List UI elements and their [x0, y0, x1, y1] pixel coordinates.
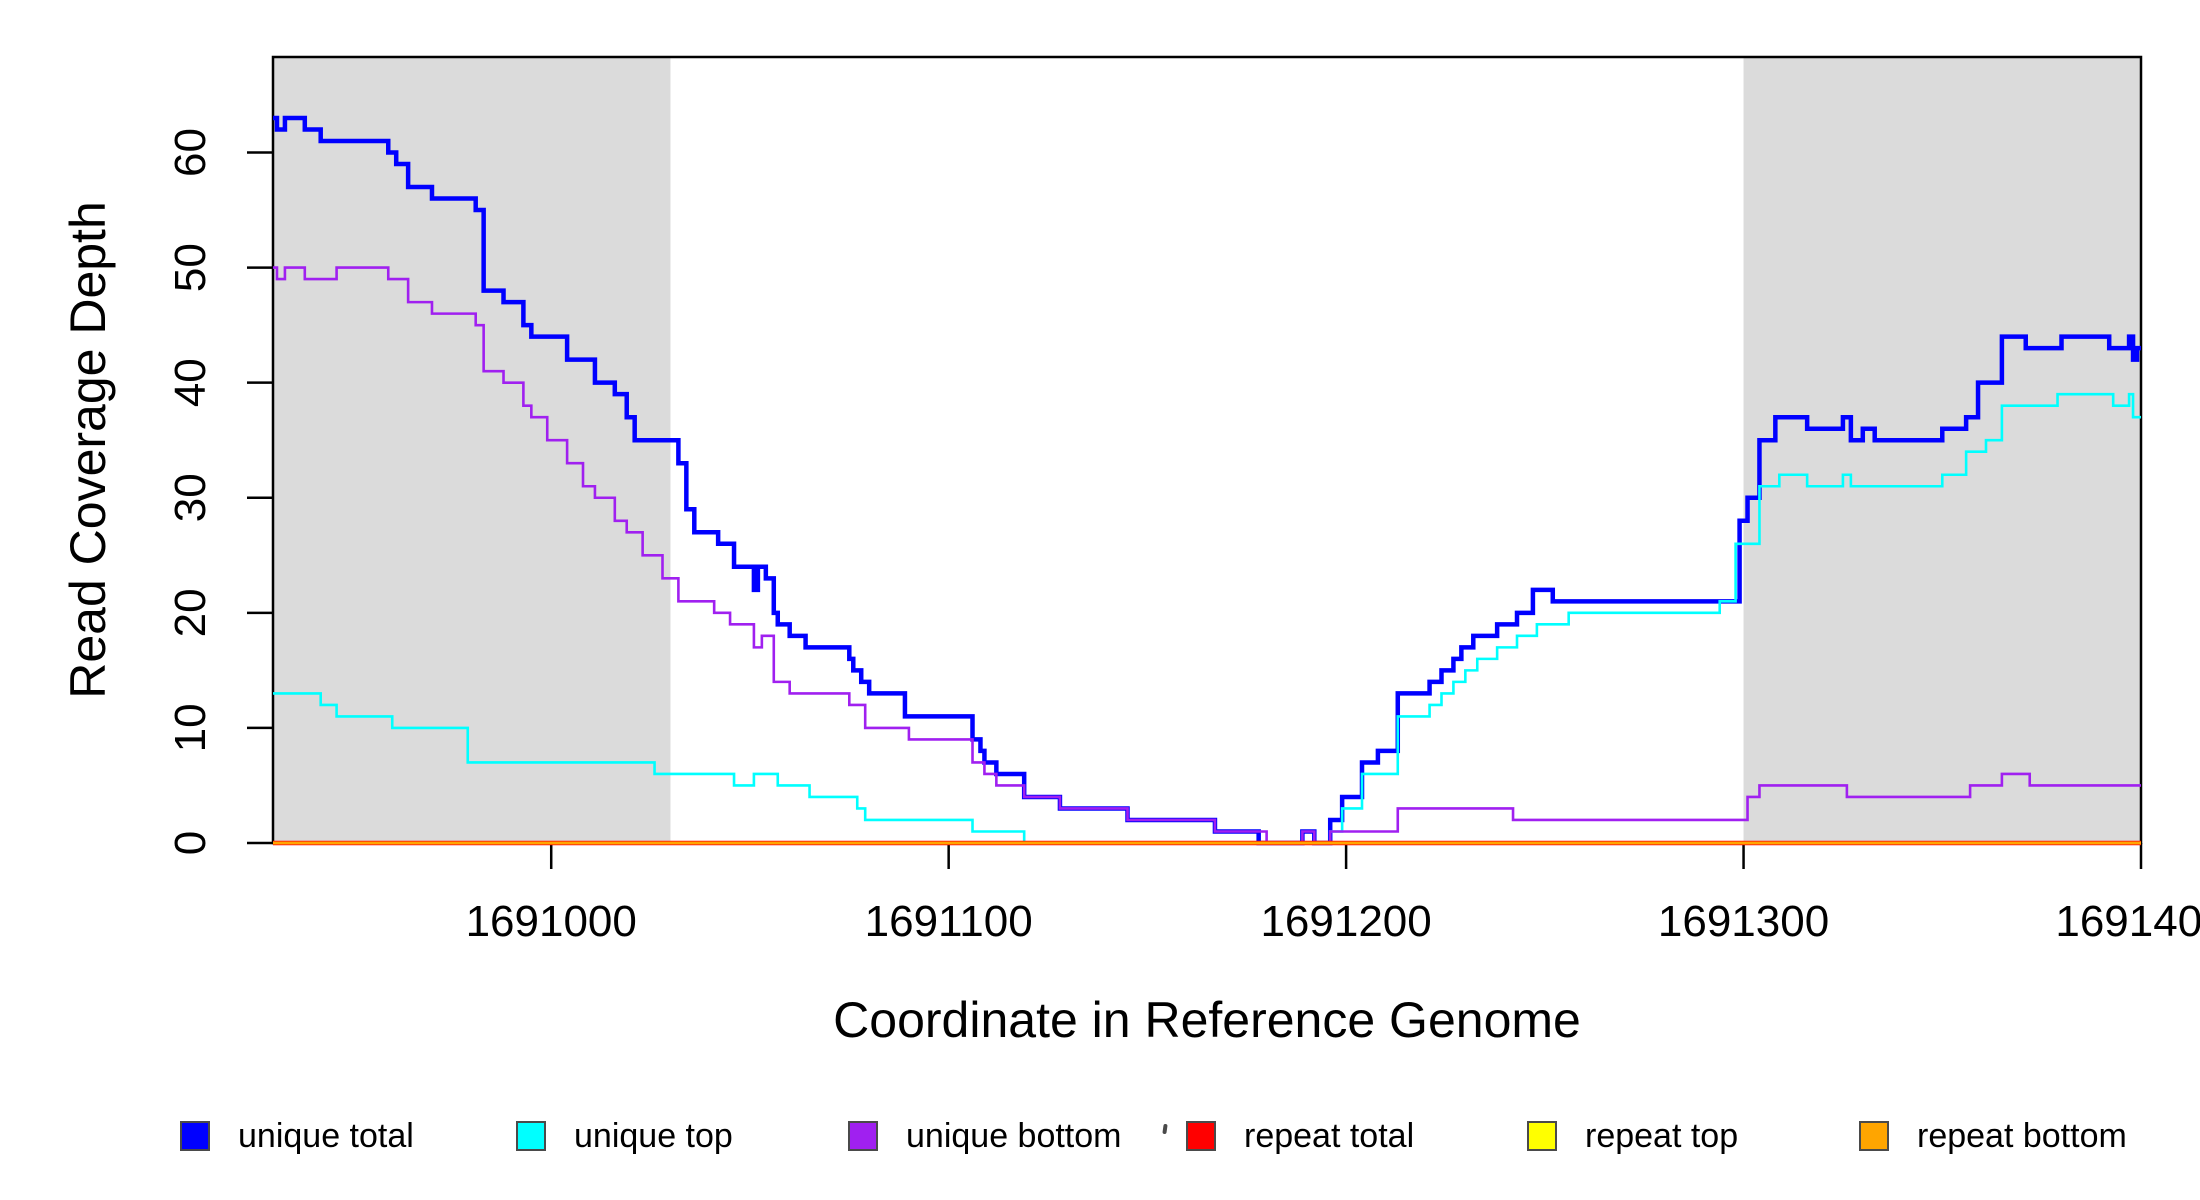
shaded-region [273, 57, 671, 843]
x-axis-title: Coordinate in Reference Genome [833, 992, 1581, 1048]
shaded-region [1743, 57, 2141, 843]
y-tick-label: 10 [166, 703, 215, 752]
y-tick-label: 20 [166, 588, 215, 637]
y-tick-label: 60 [166, 128, 215, 177]
y-axis-title: Read Coverage Depth [60, 201, 116, 699]
series-unique-bottom [273, 266, 2141, 845]
x-tick-label: 1691000 [466, 897, 637, 946]
y-tick-label: 0 [166, 831, 215, 855]
y-tick-label: 30 [166, 473, 215, 522]
series-unique-top [273, 392, 2141, 845]
y-tick-label: 50 [166, 243, 215, 292]
x-tick-label: 1691200 [1260, 897, 1431, 946]
y-tick-label: 40 [166, 358, 215, 407]
x-tick-label: 1691100 [865, 897, 1033, 946]
x-tick-label: 1691300 [1658, 897, 1829, 946]
series-layer [273, 115, 2141, 846]
